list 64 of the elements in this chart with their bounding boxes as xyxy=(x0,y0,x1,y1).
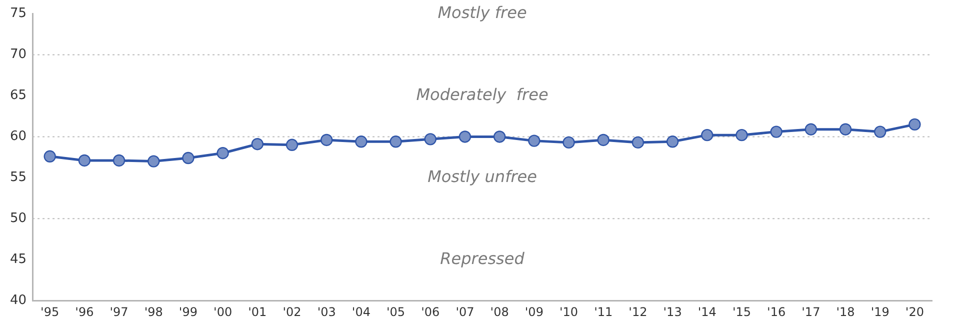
point xyxy=(112,154,126,167)
y-tick-label: 60 xyxy=(10,129,27,144)
point xyxy=(148,155,160,168)
x-tick-label: '16 xyxy=(767,304,786,319)
point xyxy=(770,126,782,138)
y-tick-label: 65 xyxy=(10,88,27,104)
x-tick-label: '96 xyxy=(75,304,94,319)
y-tick-label: 55 xyxy=(10,170,27,186)
x-tick-label: '02 xyxy=(282,304,302,319)
point xyxy=(216,147,229,160)
x-tick-label: '07 xyxy=(456,304,474,319)
x-tick-label: '04 xyxy=(352,304,370,319)
y-tick-label: 45 xyxy=(10,252,27,268)
point xyxy=(666,136,679,148)
x-tick-label: '08 xyxy=(490,304,509,319)
x-tick-label: '18 xyxy=(836,304,855,319)
point xyxy=(597,134,610,146)
point xyxy=(632,136,644,149)
point xyxy=(44,150,56,162)
x-tick-label: '14 xyxy=(698,304,716,319)
x-tick-label: '12 xyxy=(628,304,648,319)
annotation: Mostly free xyxy=(438,2,527,22)
y-tick-label: 40 xyxy=(10,292,27,308)
point xyxy=(320,134,333,146)
point xyxy=(839,123,852,136)
point xyxy=(424,133,436,146)
point xyxy=(701,128,714,142)
x-tick-label: '03 xyxy=(317,304,336,319)
point xyxy=(251,138,264,150)
x-tick-label: '20 xyxy=(905,304,924,319)
x-tick-label: '05 xyxy=(386,304,406,319)
x-tick-label: '15 xyxy=(732,304,752,319)
x-tick-label: '00 xyxy=(214,304,232,319)
point xyxy=(182,152,194,164)
x-tick-label: '11 xyxy=(594,304,613,319)
annotation: Repressed xyxy=(440,248,526,268)
x-tick-label: '13 xyxy=(663,304,682,319)
x-tick-label: '06 xyxy=(421,304,440,319)
y-tick-label: 50 xyxy=(10,211,27,226)
y-tick-label: 70 xyxy=(10,47,27,62)
point xyxy=(874,126,886,138)
x-tick-label: '97 xyxy=(110,304,128,319)
point xyxy=(908,118,921,131)
point xyxy=(458,130,472,143)
point xyxy=(493,130,506,143)
point xyxy=(804,123,818,136)
point xyxy=(78,154,91,167)
x-tick-label: '19 xyxy=(870,304,890,319)
annotation: Mostly unfree xyxy=(428,166,538,186)
point xyxy=(355,136,368,148)
point xyxy=(528,134,540,147)
y-tick-label: 75 xyxy=(10,6,27,22)
x-tick-label: '17 xyxy=(802,304,820,319)
x-tick-label: '10 xyxy=(559,304,578,319)
x-tick-label: '01 xyxy=(248,304,267,319)
point xyxy=(736,128,748,142)
x-tick-label: '99 xyxy=(178,304,198,319)
x-tick-label: '98 xyxy=(144,304,163,319)
annotation: Moderately free xyxy=(416,84,548,104)
point xyxy=(286,138,298,152)
point xyxy=(562,136,575,149)
x-tick-label: '95 xyxy=(40,304,60,319)
x-tick-label: '09 xyxy=(524,304,544,319)
point xyxy=(390,136,402,148)
